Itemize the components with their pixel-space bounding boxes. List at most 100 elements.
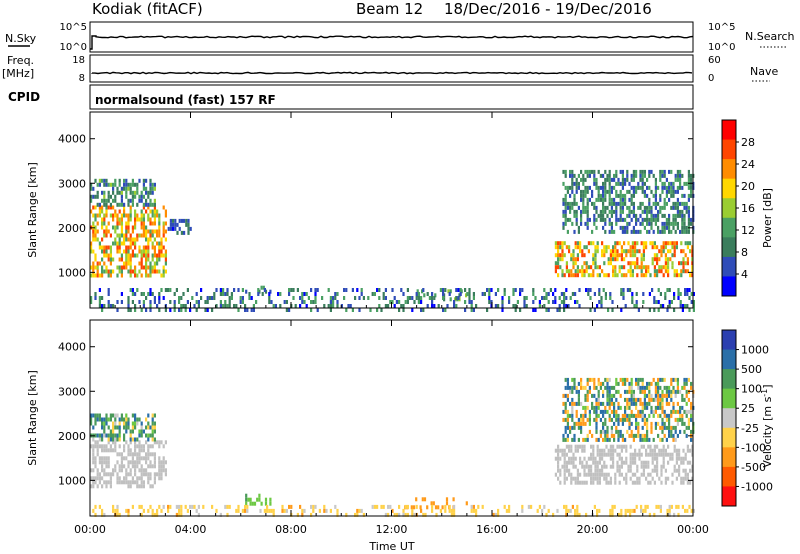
heatmap-cell: [656, 273, 659, 278]
heatmap-cell: [109, 484, 112, 489]
heatmap-cell: [681, 504, 684, 509]
heatmap-cell: [638, 480, 641, 485]
heatmap-cell: [689, 468, 692, 473]
heatmap-cell: [608, 169, 611, 174]
heatmap-cell: [336, 508, 339, 513]
heatmap-cell: [465, 501, 468, 506]
heatmap-cell: [145, 472, 148, 477]
heatmap-cell: [116, 437, 119, 442]
heatmap-cell: [296, 512, 299, 517]
heatmap-cell: [112, 440, 115, 445]
heatmap-cell: [134, 292, 137, 296]
heatmap-cell: [643, 181, 646, 186]
heatmap-cell: [576, 480, 579, 485]
heatmap-cell: [634, 261, 637, 266]
heatmap-cell: [593, 173, 596, 178]
heatmap-cell: [640, 504, 643, 509]
heatmap-cell: [647, 464, 650, 469]
heatmap-cell: [676, 421, 679, 426]
heatmap-cell: [663, 393, 666, 398]
heatmap-cell: [376, 504, 379, 509]
heatmap-cell: [653, 512, 656, 517]
heatmap-cell: [162, 269, 165, 274]
heatmap-cell: [684, 269, 687, 274]
heatmap-cell: [647, 472, 650, 477]
heatmap-cell: [641, 201, 644, 206]
heatmap-cell: [603, 261, 606, 266]
heatmap-cell: [565, 261, 568, 266]
heatmap-cell: [557, 460, 560, 465]
heatmap-cell: [596, 508, 599, 513]
heatmap-cell: [587, 472, 590, 477]
heatmap-cell: [664, 261, 667, 266]
heatmap-cell: [626, 397, 629, 402]
heatmap-cell: [609, 257, 612, 262]
heatmap-cell: [668, 225, 671, 230]
heatmap-cell: [208, 296, 211, 300]
heatmap-cell: [107, 253, 110, 258]
heatmap-cell: [105, 178, 108, 183]
heatmap-cell: [687, 421, 690, 426]
heatmap-cell: [264, 497, 268, 502]
heatmap-cell: [272, 508, 275, 513]
heatmap-cell: [138, 269, 141, 274]
heatmap-cell: [605, 480, 608, 485]
heatmap-cell: [422, 512, 425, 517]
power-heatmap: [90, 169, 695, 312]
heatmap-cell: [149, 504, 152, 509]
heatmap-cell: [245, 501, 248, 506]
heatmap-cell: [652, 201, 655, 206]
heatmap-cell: [646, 205, 649, 210]
heatmap-cell: [683, 381, 686, 386]
heatmap-cell: [158, 245, 161, 250]
heatmap-cell: [613, 421, 616, 426]
heatmap-cell: [197, 304, 200, 308]
heatmap-cell: [145, 190, 148, 195]
heatmap-cell: [620, 460, 623, 465]
heatmap-cell: [643, 437, 646, 442]
heatmap-cell: [639, 401, 642, 406]
heatmap-cell: [129, 308, 132, 312]
heatmap-cell: [140, 221, 143, 226]
heatmap-cell: [625, 253, 628, 258]
heatmap-cell: [684, 476, 687, 481]
heatmap-cell: [663, 421, 666, 426]
y-tick-label: 2000: [58, 430, 86, 443]
heatmap-cell: [595, 177, 598, 182]
heatmap-cell: [614, 472, 617, 477]
heatmap-cell: [541, 296, 544, 300]
heatmap-cell: [497, 512, 500, 517]
heatmap-cell: [116, 202, 119, 207]
heatmap-cell: [577, 381, 580, 386]
heatmap-cell: [142, 468, 145, 473]
heatmap-cell: [140, 421, 143, 426]
heatmap-cell: [679, 405, 682, 410]
heatmap-cell: [105, 417, 108, 422]
heatmap-cell: [472, 504, 475, 509]
heatmap-cell: [453, 504, 456, 509]
heatmap-cell: [562, 181, 565, 186]
heatmap-cell: [457, 296, 460, 300]
heatmap-cell: [652, 173, 655, 178]
heatmap-cell: [570, 253, 573, 258]
heatmap-cell: [134, 452, 137, 457]
heatmap-cell: [672, 385, 675, 390]
heatmap-cell: [237, 504, 240, 509]
heatmap-cell: [570, 444, 573, 449]
heatmap-cell: [661, 169, 664, 174]
heatmap-cell: [465, 293, 468, 298]
heatmap-cell: [602, 413, 605, 418]
heatmap-cell: [634, 249, 637, 254]
heatmap-cell: [643, 193, 646, 198]
heatmap-cell: [138, 476, 141, 481]
heatmap-cell: [118, 468, 121, 473]
heatmap-cell: [566, 377, 569, 382]
heatmap-cell: [635, 413, 638, 418]
heatmap-cell: [514, 304, 517, 308]
heatmap-cell: [466, 292, 469, 296]
heatmap-cell: [259, 508, 262, 513]
heatmap-cell: [560, 292, 563, 296]
heatmap-cell: [586, 389, 589, 394]
heatmap-cell: [116, 233, 119, 238]
